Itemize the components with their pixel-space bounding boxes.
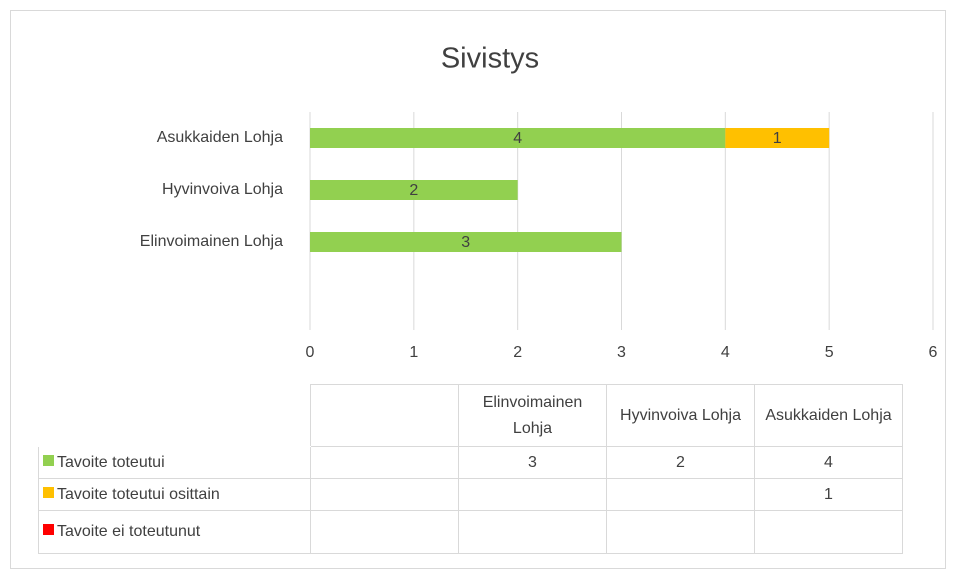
table-header-row: Elinvoimainen Lohja Hyvinvoiva Lohja Asukk… [39, 384, 903, 447]
y-tick-label: Asukkaiden Lohja [157, 129, 283, 146]
table-value [606, 478, 755, 511]
table-category: Hyvinvoiva Lohja [606, 384, 755, 447]
y-tick-label: Hyvinvoiva Lohja [162, 181, 283, 198]
table-cell [310, 446, 459, 479]
table-cell [310, 384, 459, 447]
x-tick-label: 4 [721, 344, 730, 361]
table-value [754, 510, 903, 554]
table-cell [310, 478, 459, 511]
legend-label: Tavoite toteutui osittain [57, 485, 220, 503]
x-tick-label: 1 [409, 344, 418, 361]
bar-value-label: 3 [461, 234, 470, 251]
x-tick-label: 5 [825, 344, 834, 361]
table-row: Tavoite ei toteutunut [38, 510, 903, 554]
x-tick-label: 0 [306, 344, 315, 361]
table-series-name: Tavoite ei toteutunut [38, 510, 311, 554]
table-row: Tavoite toteutui 3 2 4 [38, 446, 903, 479]
bar-value-label: 4 [513, 130, 522, 147]
legend-key [43, 486, 54, 498]
legend-label: Tavoite ei toteutunut [57, 523, 201, 540]
bar [310, 232, 622, 252]
table-series-name: Tavoite toteutui osittain [38, 478, 311, 511]
table-value: 1 [754, 478, 903, 511]
table-value: 4 [754, 446, 903, 479]
legend-key [43, 524, 54, 536]
table-value [606, 510, 755, 554]
bar [310, 180, 518, 200]
table-cell [310, 510, 459, 554]
table-series-name: Tavoite toteutui [38, 446, 311, 479]
bar [310, 128, 726, 148]
table-value: 3 [458, 446, 607, 479]
table-category: Asukkaiden Lohja [754, 384, 903, 447]
bar [725, 128, 830, 148]
table-corner [39, 385, 311, 447]
x-tick-label: 2 [513, 344, 522, 361]
chart-title: Sivistys [441, 43, 539, 75]
bar-value-label: 2 [409, 182, 418, 199]
y-tick-label: Elinvoimainen Lohja [140, 233, 283, 250]
table-category: Elinvoimainen Lohja [458, 384, 607, 447]
table-value [458, 510, 607, 554]
legend-label: Tavoite toteutui [57, 453, 165, 471]
legend-key [43, 454, 54, 466]
table-row: Tavoite toteutui osittain 1 [38, 478, 903, 511]
table-value [458, 478, 607, 511]
data-table: Elinvoimainen Lohja Hyvinvoiva Lohja Asukk… [38, 384, 903, 554]
x-tick-label: 3 [617, 344, 626, 361]
bar-value-label: 1 [773, 130, 782, 147]
table-value: 2 [606, 446, 755, 479]
x-tick-label: 6 [929, 344, 938, 361]
